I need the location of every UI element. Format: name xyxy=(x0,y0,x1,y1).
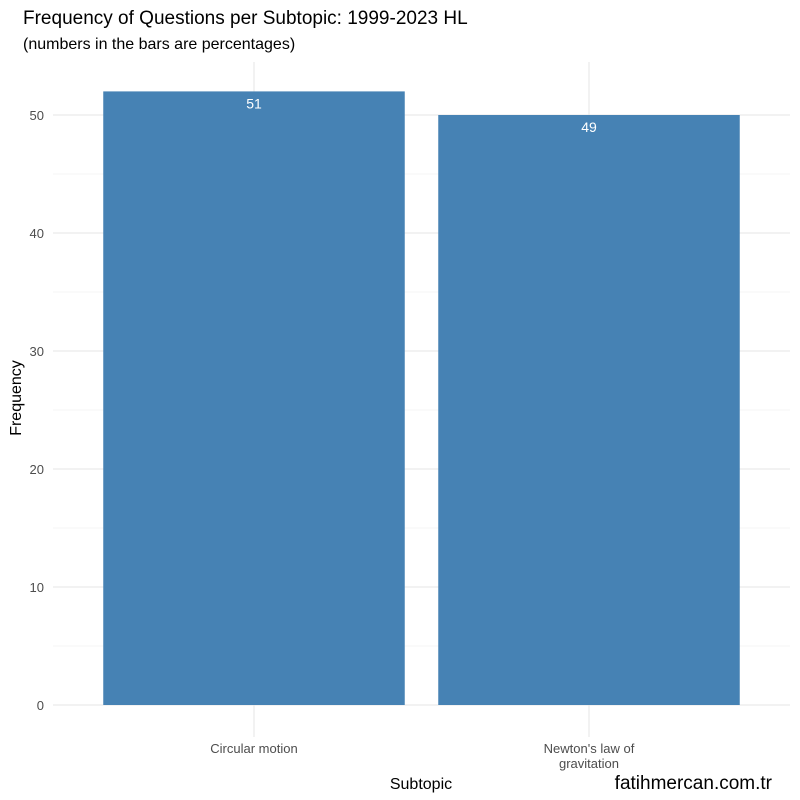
x-tick-label: Circular motion xyxy=(210,741,297,756)
x-axis-label: Subtopic xyxy=(390,776,452,793)
y-tick-label: 40 xyxy=(30,226,44,241)
bar-value-label: 49 xyxy=(581,119,597,135)
bar xyxy=(103,91,405,705)
bar-value-labels: 51 49 xyxy=(246,95,597,135)
watermark-text: fatihmercan.com.tr xyxy=(615,773,773,794)
y-axis-ticks: 0 10 20 30 40 50 xyxy=(30,108,44,713)
bar-value-label: 51 xyxy=(246,95,262,111)
y-tick-label: 30 xyxy=(30,344,44,359)
x-axis-ticks: Circular motion Newton's law of gravitatio… xyxy=(210,741,634,771)
y-tick-label: 10 xyxy=(30,580,44,595)
chart-subtitle: (numbers in the bars are percentages) xyxy=(23,36,295,53)
x-tick-label: Newton's law of gravitation xyxy=(544,741,635,771)
bars xyxy=(103,91,740,705)
y-tick-label: 50 xyxy=(30,108,44,123)
bar xyxy=(438,115,740,705)
chart-title: Frequency of Questions per Subtopic: 199… xyxy=(23,8,468,29)
y-axis-label: Frequency xyxy=(8,360,25,436)
y-tick-label: 0 xyxy=(37,698,44,713)
y-tick-label: 20 xyxy=(30,462,44,477)
